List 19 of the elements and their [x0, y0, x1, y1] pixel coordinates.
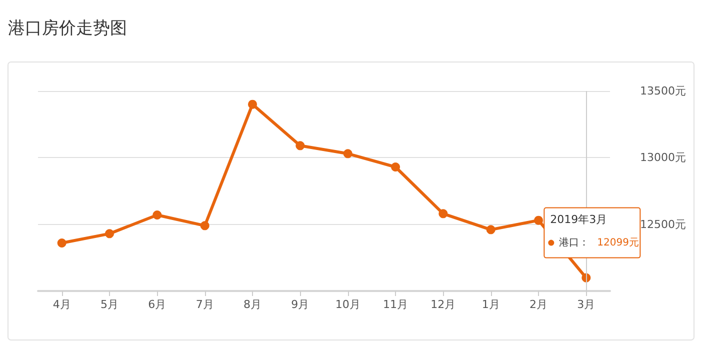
chart-title: 港口房价走势图 — [8, 18, 127, 38]
x-tick-label: 6月 — [148, 298, 166, 311]
x-tick-label: 12月 — [430, 298, 456, 311]
y-tick-label: 13000元 — [640, 151, 686, 164]
x-tick-label: 4月 — [52, 298, 71, 311]
x-tick-label: 11月 — [383, 298, 408, 311]
y-tick-label: 13500元 — [640, 84, 686, 98]
x-tick-label: 7月 — [196, 298, 214, 311]
x-tick-label: 8月 — [244, 298, 262, 311]
x-tick-label: 9月 — [291, 298, 310, 311]
x-tick-label: 3月 — [577, 298, 596, 311]
annotation: 2019年3月 — [550, 212, 608, 226]
x-tick-label: 10月 — [335, 298, 360, 311]
y-tick-label: 12500元 — [640, 218, 686, 231]
x-tick-label: 5月 — [100, 298, 118, 311]
x-tick-label: 2月 — [530, 298, 548, 311]
legend-label: 港口： — [559, 236, 590, 248]
x-tick-label: 1月 — [482, 298, 500, 311]
data-label: 12099元 — [597, 237, 639, 248]
